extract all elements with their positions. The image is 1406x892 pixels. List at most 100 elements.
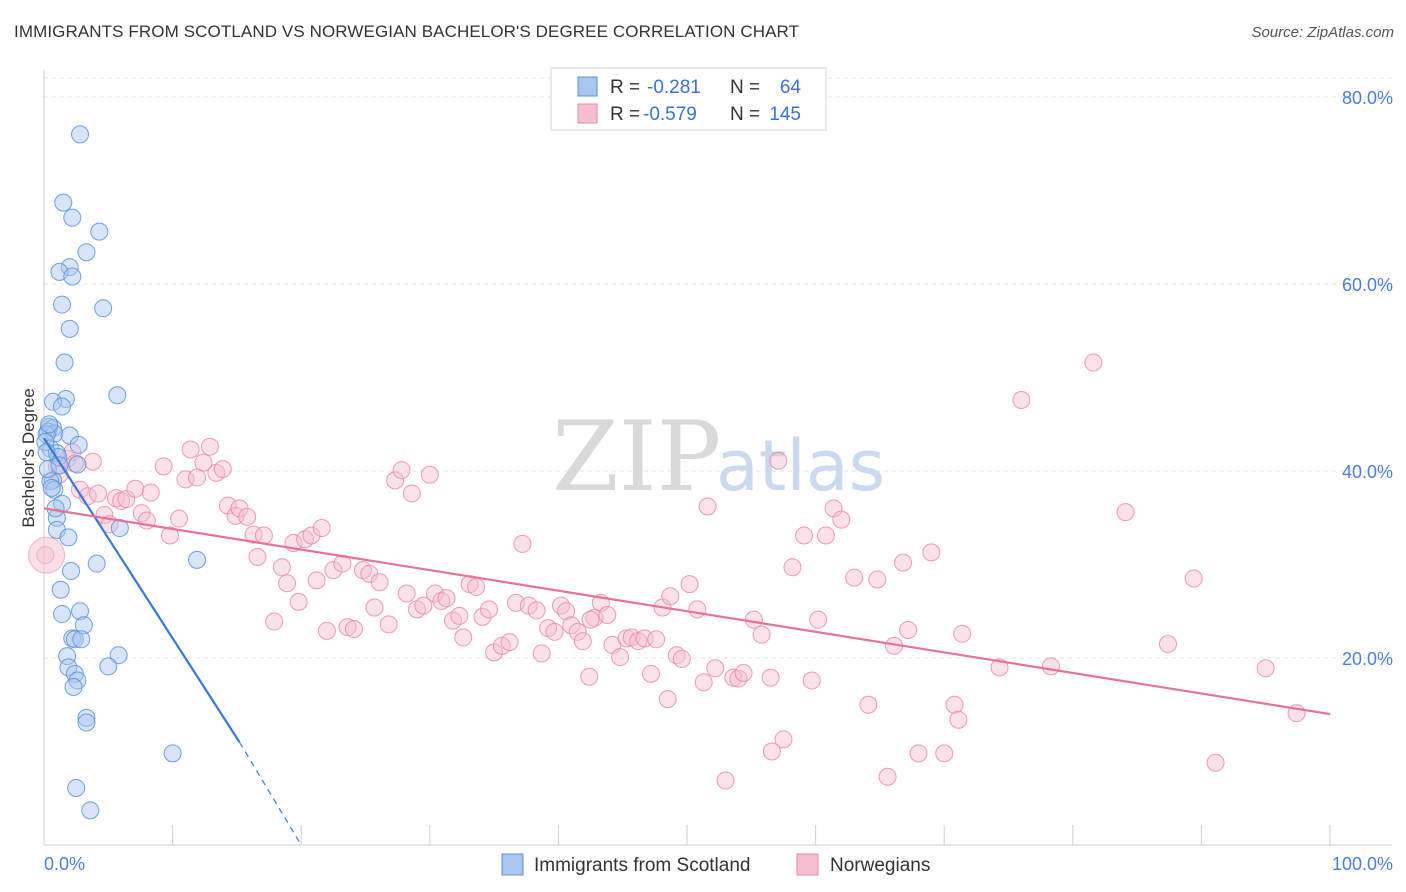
scotland-point bbox=[59, 658, 78, 677]
norwegians-point bbox=[744, 610, 763, 629]
stats-legend: R = -0.281 N = 64 R = -0.579 N = 145 bbox=[550, 67, 827, 131]
norwegians-point bbox=[265, 612, 284, 631]
x-tick-label: 100.0% bbox=[1332, 854, 1393, 874]
norwegians-point bbox=[126, 479, 145, 498]
norwegians-point bbox=[437, 589, 456, 608]
scotland-points bbox=[36, 125, 207, 820]
norwegians-point bbox=[922, 543, 941, 562]
norwegians-point bbox=[302, 526, 321, 545]
norwegians-points bbox=[28, 353, 1306, 790]
series-legend-label-scotland: Immigrants from Scotland bbox=[534, 855, 750, 876]
norwegians-point bbox=[71, 480, 90, 499]
norwegians-point bbox=[141, 483, 160, 502]
norwegians-point bbox=[450, 606, 469, 625]
y-tick-label: 20.0% bbox=[1342, 649, 1393, 669]
scotland-point bbox=[68, 455, 87, 474]
scotland-point bbox=[67, 778, 86, 797]
norwegians-point bbox=[716, 771, 735, 790]
norwegians-point bbox=[218, 496, 237, 515]
norwegians-point bbox=[562, 616, 581, 635]
norwegians-point bbox=[443, 611, 462, 630]
norwegians-point bbox=[706, 659, 725, 678]
norwegians-point bbox=[909, 744, 928, 763]
scotland-point bbox=[63, 208, 82, 227]
norwegians-point bbox=[1158, 634, 1177, 653]
norwegians-point bbox=[365, 598, 384, 617]
norwegians-point bbox=[551, 596, 570, 615]
norwegians-point bbox=[254, 526, 273, 545]
norwegians-point bbox=[344, 620, 363, 639]
norwegians-point bbox=[402, 484, 421, 503]
norwegians-point bbox=[617, 629, 636, 648]
norwegians-point bbox=[278, 574, 297, 593]
norwegians-point bbox=[878, 767, 897, 786]
norwegians-point bbox=[188, 468, 207, 487]
legend-r-value: -0.281 bbox=[647, 77, 701, 98]
scotland-point bbox=[53, 605, 72, 624]
norwegians-point bbox=[324, 561, 343, 580]
chart-title: IMMIGRANTS FROM SCOTLAND VS NORWEGIAN BA… bbox=[14, 22, 800, 41]
norwegians-point bbox=[573, 632, 592, 651]
norwegians-point bbox=[672, 649, 691, 668]
norwegians-point bbox=[1206, 753, 1225, 772]
scotland-point bbox=[42, 478, 61, 497]
norwegians-point bbox=[647, 630, 666, 649]
y-tick-label: 60.0% bbox=[1342, 275, 1393, 295]
norwegians-point bbox=[949, 710, 968, 729]
series-legend-swatch-norwegians bbox=[796, 853, 819, 876]
norwegians-point bbox=[500, 633, 519, 652]
norwegians-point bbox=[859, 695, 878, 714]
norwegians-point bbox=[724, 668, 743, 687]
watermark-atlas: atlas bbox=[716, 425, 885, 507]
norwegians-point bbox=[83, 452, 102, 471]
norwegians-point bbox=[317, 621, 336, 640]
norwegians-point bbox=[990, 658, 1009, 677]
legend-n-label: N = bbox=[730, 77, 760, 98]
norwegians-point bbox=[802, 671, 821, 690]
norwegians-point bbox=[414, 596, 433, 615]
legend-n-value: 145 bbox=[769, 104, 801, 125]
norwegians-point bbox=[194, 453, 213, 472]
norwegians-point bbox=[307, 571, 326, 590]
norwegians-trend-line bbox=[43, 507, 1331, 716]
norwegians-point bbox=[117, 490, 136, 509]
norwegians-point bbox=[244, 525, 263, 544]
norwegians-point bbox=[176, 470, 195, 489]
norwegians-point bbox=[568, 622, 587, 641]
legend-swatch-pink bbox=[577, 103, 598, 124]
scotland-point bbox=[99, 657, 118, 676]
norwegians-point bbox=[729, 669, 748, 688]
scotland-point bbox=[77, 713, 96, 732]
norwegians-point bbox=[467, 577, 486, 596]
norwegians-point bbox=[161, 526, 180, 545]
legend-swatch-blue bbox=[577, 76, 598, 97]
series-legend: Immigrants from Scotland Norwegians bbox=[501, 853, 930, 876]
legend-r-label: R = bbox=[610, 104, 640, 125]
norwegians-point bbox=[894, 553, 913, 572]
norwegians-point bbox=[473, 607, 492, 626]
scotland-point bbox=[71, 125, 90, 144]
x-tick-label: 0.0% bbox=[44, 854, 85, 874]
norwegians-point bbox=[598, 605, 617, 624]
norwegians-point bbox=[661, 587, 680, 606]
scotland-point bbox=[38, 460, 57, 479]
scotland-point bbox=[62, 562, 81, 581]
norwegians-point bbox=[527, 601, 546, 620]
norwegians-point bbox=[1184, 569, 1203, 588]
norwegians-point bbox=[953, 624, 972, 643]
norwegians-point bbox=[545, 622, 564, 641]
scotland-point bbox=[77, 708, 96, 727]
scotland-point bbox=[53, 295, 72, 314]
series-legend-label-norwegians: Norwegians bbox=[830, 855, 930, 876]
legend-r-value: -0.579 bbox=[643, 104, 697, 125]
norwegians-point bbox=[170, 509, 189, 528]
norwegians-point bbox=[680, 575, 699, 594]
scotland-point bbox=[94, 299, 113, 318]
norwegians-point bbox=[769, 451, 788, 470]
scotland-point bbox=[163, 744, 182, 763]
scotland-trend-extension bbox=[238, 741, 302, 846]
legend-r-label: R = bbox=[610, 77, 640, 98]
norwegians-point bbox=[479, 600, 498, 619]
norwegians-point bbox=[289, 592, 308, 611]
scotland-point bbox=[64, 677, 83, 696]
